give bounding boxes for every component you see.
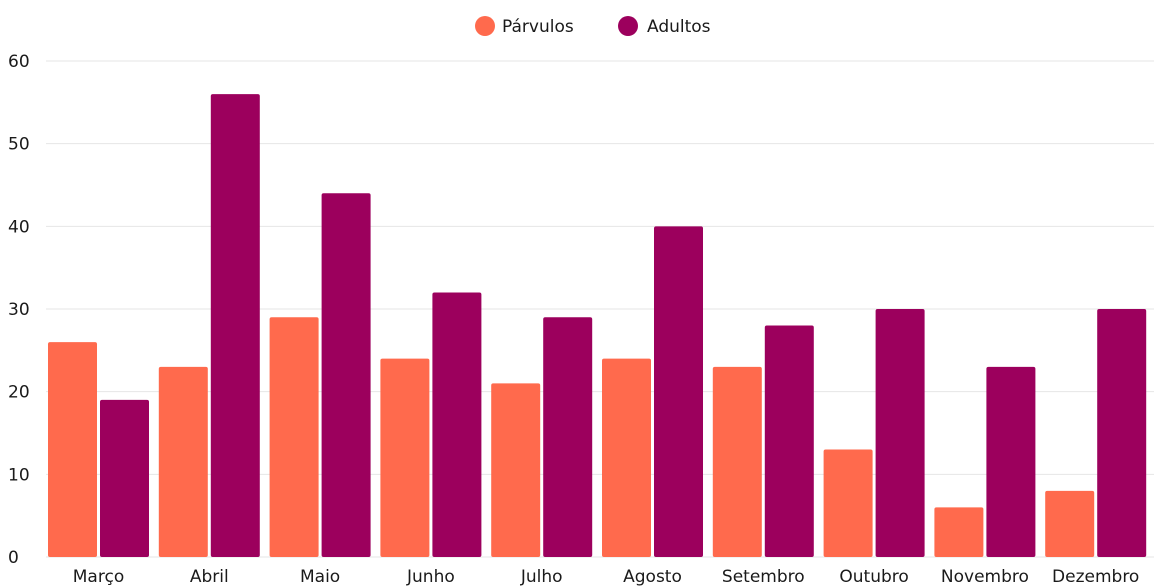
bar-series1-8	[934, 507, 984, 557]
bar-series2-2	[321, 193, 371, 557]
x-tick-label: Agosto	[623, 567, 682, 586]
bar-series1-6	[712, 366, 762, 557]
bar-series1-2	[269, 317, 319, 557]
bar-series2-0	[100, 399, 149, 557]
bar-series2-4	[543, 317, 593, 557]
bar-series2-3	[432, 292, 482, 557]
x-tick-label: Julho	[520, 567, 563, 586]
x-tick-label: Outubro	[839, 567, 908, 586]
legend: Párvulos Adultos	[475, 16, 711, 37]
y-tick-label: 10	[8, 465, 30, 485]
x-axis: Março Abril Maio Junho Julho Agosto Setembro Ou…	[73, 567, 1140, 586]
bar-series1-0	[48, 342, 97, 557]
bar-series1-7	[823, 449, 873, 557]
bar-series1-4	[491, 383, 541, 557]
bar-series1-3	[380, 358, 430, 557]
y-axis: 0 10 20 30 40 50 60	[8, 52, 30, 568]
y-tick-label: 60	[8, 52, 30, 72]
x-tick-label: Março	[73, 567, 124, 586]
bar-series1-5	[602, 358, 651, 557]
y-tick-label: 0	[8, 548, 19, 568]
legend-label: Párvulos	[502, 17, 574, 37]
bar-series1-1	[158, 366, 208, 557]
bar-series2-5	[654, 226, 703, 558]
x-tick-label: Setembro	[722, 567, 805, 586]
x-tick-label: Maio	[300, 567, 340, 586]
legend-marker	[618, 16, 638, 36]
y-tick-label: 20	[8, 383, 30, 403]
bars	[48, 94, 1147, 558]
x-tick-label: Novembro	[941, 567, 1029, 586]
bar-series2-6	[764, 325, 814, 557]
x-tick-label: Abril	[190, 567, 229, 586]
x-tick-label: Junho	[406, 567, 455, 586]
bar-series2-1	[210, 94, 260, 558]
x-tick-label: Dezembro	[1052, 567, 1139, 586]
bar-series2-9	[1097, 309, 1147, 557]
y-tick-label: 50	[8, 135, 30, 155]
bar-series1-9	[1045, 490, 1095, 557]
bar-series2-7	[875, 309, 925, 557]
bar-series2-8	[986, 366, 1036, 557]
legend-label: Adultos	[647, 17, 711, 37]
y-tick-label: 40	[8, 217, 30, 237]
legend-marker	[475, 16, 495, 36]
y-tick-label: 30	[8, 300, 30, 320]
